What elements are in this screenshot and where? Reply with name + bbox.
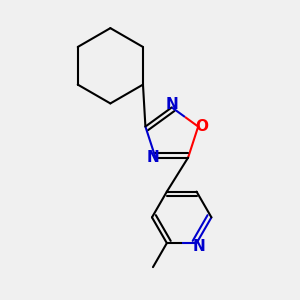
Text: O: O: [196, 119, 208, 134]
Text: N: N: [146, 150, 159, 165]
Text: N: N: [192, 238, 205, 253]
Text: N: N: [165, 97, 178, 112]
